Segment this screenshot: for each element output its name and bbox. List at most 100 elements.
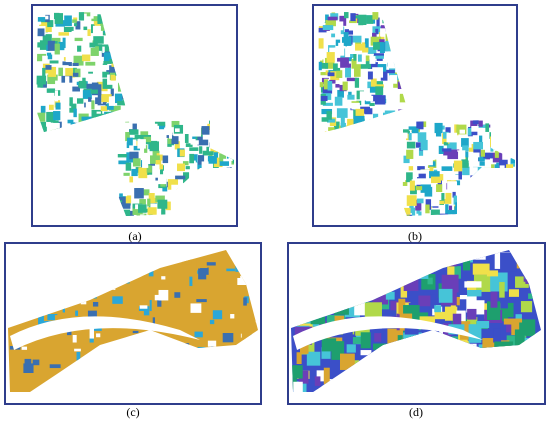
cloud-patch xyxy=(406,172,413,183)
cloud-patch xyxy=(458,170,463,180)
cloud-patch xyxy=(474,250,486,260)
cloud-patch xyxy=(465,177,474,182)
cloud-patch xyxy=(385,33,392,42)
cloud-patch xyxy=(120,73,126,77)
cloud-patch xyxy=(503,177,514,182)
cloud-patch xyxy=(315,252,326,270)
cloud-patch xyxy=(355,43,366,51)
cloud-patch xyxy=(112,14,120,19)
cloud-patch xyxy=(211,194,219,200)
cloud-patch xyxy=(431,186,438,191)
cloud-patch xyxy=(361,273,377,289)
cloud-patch xyxy=(232,156,234,164)
cloud-patch xyxy=(90,256,101,262)
cloud-patch xyxy=(357,126,361,132)
cloud-patch xyxy=(367,71,373,80)
cloud-patch xyxy=(213,124,221,136)
cloud-patch xyxy=(47,40,56,51)
cloud-patch xyxy=(193,204,203,208)
cloud-patch xyxy=(442,148,452,152)
cloud-patch xyxy=(177,204,186,213)
cloud-patch xyxy=(418,211,422,216)
cloud-patch xyxy=(497,184,509,195)
cloud-patch xyxy=(327,16,338,21)
cloud-patch xyxy=(487,184,492,196)
cloud-patch xyxy=(112,296,123,304)
cloud-patch xyxy=(508,289,519,297)
cloud-patch xyxy=(70,122,76,131)
cloud-patch xyxy=(161,276,166,280)
cloud-patch xyxy=(347,94,355,100)
cloud-patch xyxy=(322,295,333,307)
cloud-patch xyxy=(201,196,209,204)
cloud-patch xyxy=(359,91,369,101)
cloud-patch xyxy=(394,36,403,47)
cloud-patch xyxy=(420,169,431,178)
cloud-patch xyxy=(346,131,353,132)
cloud-patch xyxy=(216,170,224,176)
cloud-patch xyxy=(162,186,168,192)
cloud-patch xyxy=(339,353,355,370)
cloud-patch xyxy=(295,284,315,298)
cloud-patch xyxy=(496,181,504,191)
cloud-patch xyxy=(365,95,374,102)
cloud-patch xyxy=(360,350,372,356)
cloud-patch xyxy=(498,169,505,177)
cloud-patch xyxy=(483,174,487,179)
cloud-patch xyxy=(135,345,139,350)
cloud-patch xyxy=(394,45,405,51)
cloud-patch xyxy=(35,256,45,267)
cloud-patch xyxy=(494,341,514,359)
cloud-patch xyxy=(321,338,337,352)
cloud-patch xyxy=(334,96,343,106)
cloud-patch xyxy=(436,337,443,344)
cloud-patch xyxy=(72,72,79,77)
cloud-patch xyxy=(111,41,120,50)
cloud-patch xyxy=(340,387,358,392)
cloud-patch xyxy=(222,333,234,343)
cloud-patch xyxy=(149,155,160,164)
cloud-patch xyxy=(383,379,389,392)
cloud-patch xyxy=(157,199,168,209)
cloud-patch xyxy=(412,385,419,392)
cloud-patch xyxy=(139,305,148,309)
panel-frame xyxy=(287,242,546,405)
cloud-patch xyxy=(125,49,126,58)
cloud-patch xyxy=(382,275,392,295)
cloud-patch xyxy=(409,180,415,191)
cloud-patch xyxy=(384,262,392,273)
cloud-patch xyxy=(430,209,440,216)
cloud-patch xyxy=(212,310,223,320)
cloud-patch xyxy=(376,131,380,132)
cloud-patch xyxy=(161,205,166,215)
cloud-patch xyxy=(133,145,140,151)
cloud-patch xyxy=(219,161,229,166)
cloud-patch xyxy=(97,124,104,131)
cloud-patch xyxy=(85,61,96,66)
cloud-patch xyxy=(330,71,340,81)
cloud-patch xyxy=(82,77,86,83)
cloud-patch xyxy=(364,122,372,131)
cloud-patch xyxy=(480,149,486,157)
cloud-patch xyxy=(54,13,64,24)
cloud-patch xyxy=(355,381,363,391)
cloud-patch xyxy=(57,129,67,132)
cloud-patch xyxy=(58,41,65,51)
cloud-patch xyxy=(344,29,354,35)
cloud-patch xyxy=(112,60,121,70)
cloud-patch xyxy=(447,264,455,277)
cloud-patch xyxy=(72,62,79,67)
cloud-patch xyxy=(55,298,63,302)
cloud-patch xyxy=(354,65,361,77)
cloud-patch xyxy=(498,358,510,370)
cloud-patch xyxy=(244,260,253,266)
cloud-patch xyxy=(148,192,155,204)
cloud-patch xyxy=(320,72,330,76)
cloud-patch xyxy=(385,40,395,52)
cloud-patch xyxy=(330,133,340,137)
cloud-patch xyxy=(207,123,213,131)
cloud-patch xyxy=(138,345,143,355)
cloud-patch xyxy=(407,28,415,32)
cloud-patch xyxy=(131,168,138,177)
cloud-patch xyxy=(376,358,386,368)
